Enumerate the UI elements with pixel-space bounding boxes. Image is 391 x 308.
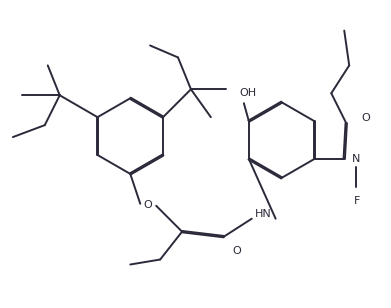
Text: O: O: [144, 200, 152, 210]
Text: O: O: [232, 245, 241, 256]
Text: F: F: [354, 196, 361, 206]
Text: N: N: [352, 154, 361, 164]
Text: OH: OH: [239, 88, 256, 98]
Text: HN: HN: [255, 209, 272, 219]
Text: O: O: [362, 113, 371, 123]
